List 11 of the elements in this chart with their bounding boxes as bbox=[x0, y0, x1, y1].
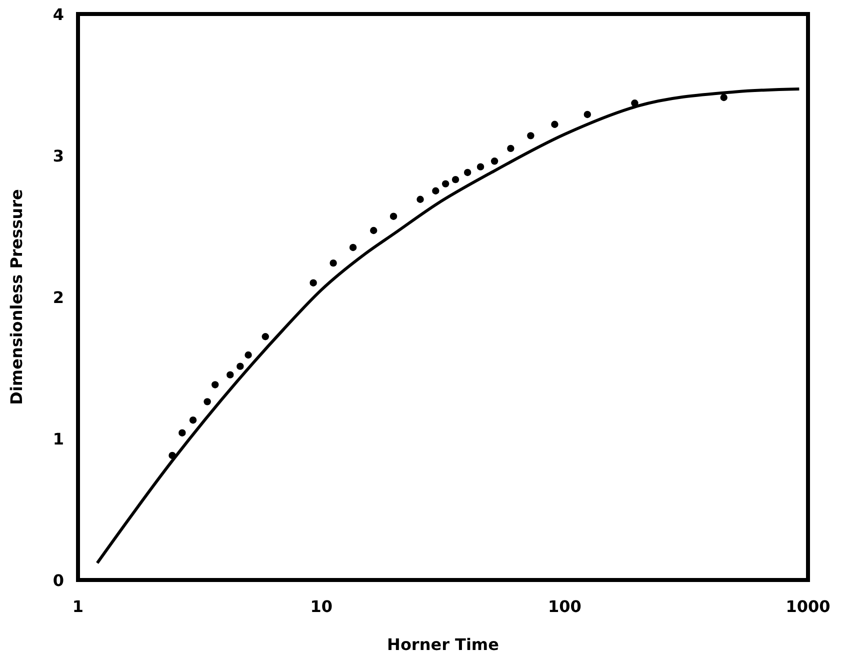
x-tick-label: 1000 bbox=[786, 597, 830, 616]
y-tick-label: 3 bbox=[52, 146, 64, 166]
x-tick-label: 1 bbox=[72, 597, 84, 616]
y-tick-label: 4 bbox=[52, 5, 64, 24]
y-tick-label: 2 bbox=[52, 288, 64, 307]
x-tick-label: 10 bbox=[310, 597, 332, 616]
y-axis-title: Dimensionless Pressure bbox=[7, 189, 26, 405]
y-tick-label: 0 bbox=[52, 571, 64, 590]
x-axis-title: Horner Time bbox=[387, 635, 500, 654]
y-tick-label: 1 bbox=[52, 430, 64, 448]
x-tick-label: 100 bbox=[548, 597, 582, 616]
